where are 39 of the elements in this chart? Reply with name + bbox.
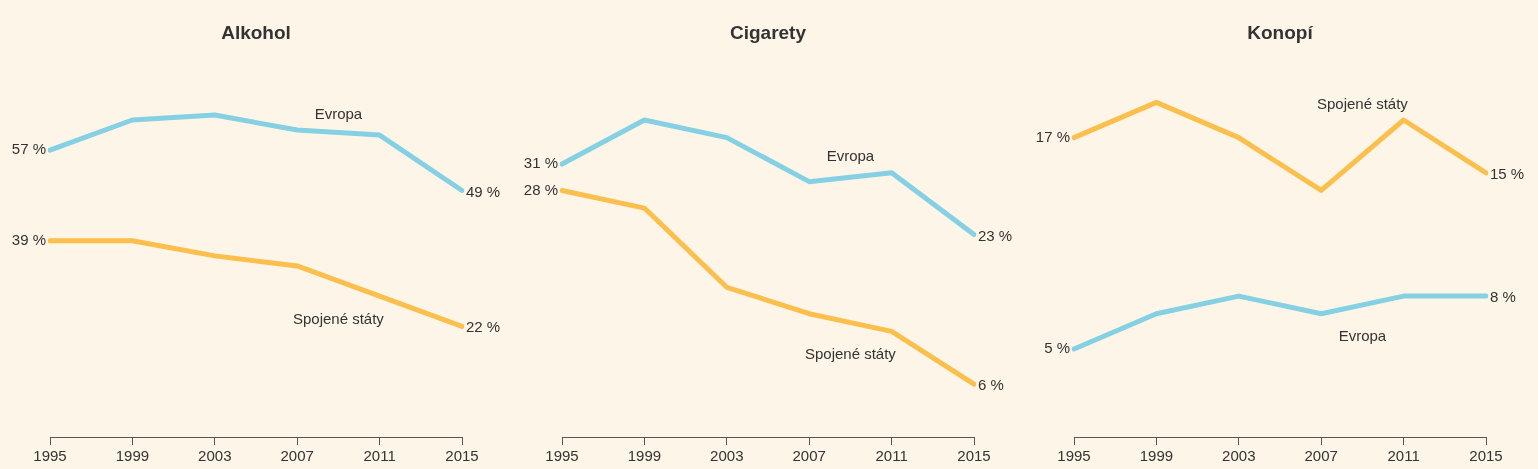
- x-tick-label: 2007: [280, 447, 314, 465]
- x-tick-label: 1995: [1057, 447, 1091, 465]
- x-tick-label: 1999: [1139, 447, 1174, 465]
- x-tick-label: 2011: [363, 447, 396, 465]
- x-tick-label: 2015: [1469, 447, 1503, 465]
- data-label: 57 %: [11, 140, 46, 158]
- data-label: 5 %: [1044, 339, 1070, 357]
- x-tick-label: 2015: [445, 447, 479, 465]
- x-tick-label: 2011: [1387, 447, 1420, 465]
- x-tick-label: 1999: [627, 447, 662, 465]
- data-label: 23 %: [978, 226, 1013, 244]
- data-label: 15 %: [1490, 164, 1525, 182]
- data-label: 39 %: [11, 230, 46, 248]
- data-label: 22 %: [466, 318, 501, 336]
- chart-title: Alkohol: [221, 21, 291, 43]
- series-label: Spojené státy: [1316, 94, 1409, 112]
- x-tick-label: 2003: [1222, 447, 1256, 465]
- data-label: 28 %: [523, 180, 558, 198]
- x-tick-label: 2003: [710, 447, 744, 465]
- x-tick-label: 2015: [957, 447, 991, 465]
- series-label: Evropa: [1338, 327, 1387, 345]
- series-label: Evropa: [826, 147, 875, 165]
- series-label: Spojené státy: [804, 344, 897, 362]
- series-label: Evropa: [314, 104, 363, 122]
- x-tick-label: 2011: [875, 447, 908, 465]
- data-label: 8 %: [1490, 288, 1516, 306]
- data-label: 6 %: [978, 376, 1004, 394]
- x-tick-label: 1999: [115, 447, 150, 465]
- data-label: 17 %: [1035, 127, 1070, 145]
- series-label: Spojené státy: [292, 309, 385, 327]
- x-tick-label: 2007: [792, 447, 826, 465]
- x-tick-label: 2003: [198, 447, 232, 465]
- chart-title: Cigarety: [729, 21, 807, 43]
- x-tick-label: 1995: [545, 447, 579, 465]
- chart-title: Konopí: [1247, 21, 1314, 43]
- x-tick-label: 2007: [1304, 447, 1338, 465]
- data-label: 31 %: [523, 154, 558, 172]
- data-label: 49 %: [466, 182, 501, 200]
- x-tick-label: 1995: [33, 447, 67, 465]
